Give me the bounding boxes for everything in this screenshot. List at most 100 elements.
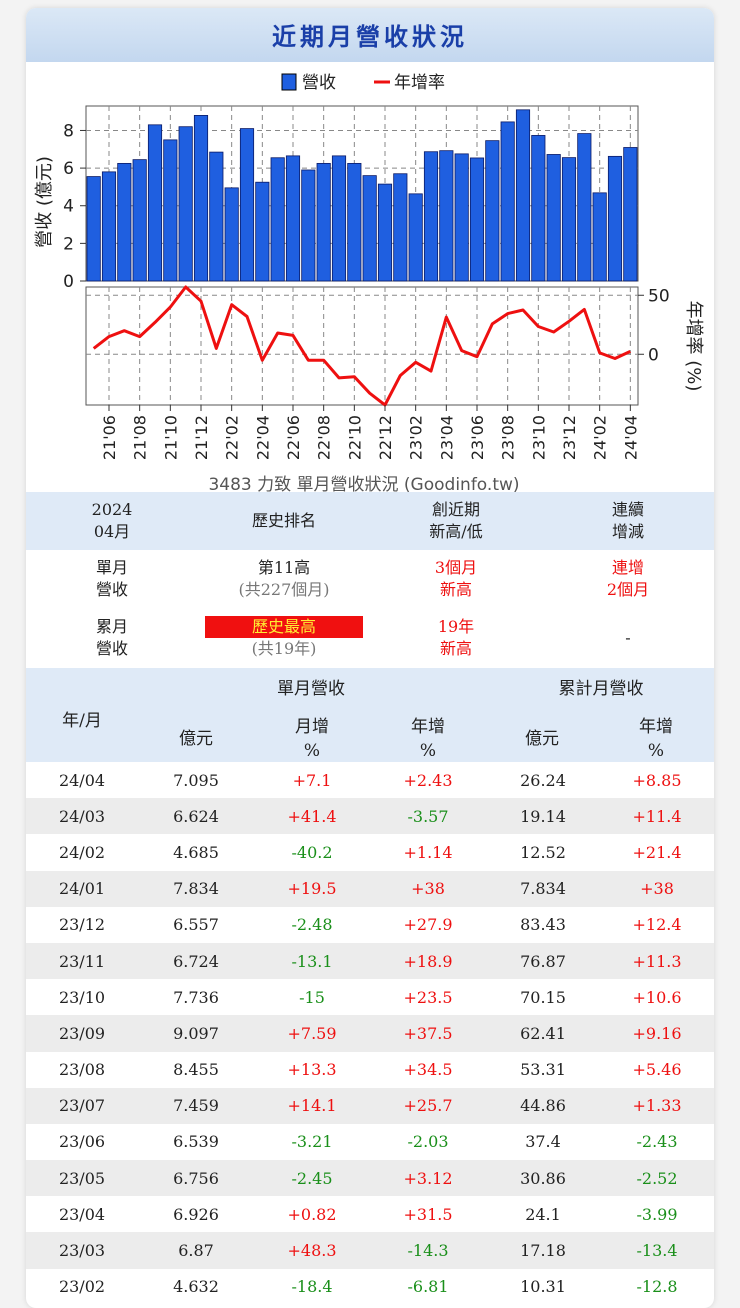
row-cum-yoy: -3.99: [636, 1204, 678, 1224]
row-month: 23/07: [58, 1096, 106, 1116]
summary-year: 2024: [91, 500, 133, 519]
revenue-bar: [592, 192, 607, 282]
section-title: 近期月營收狀況: [26, 8, 714, 62]
monthly-label-b: 營收: [95, 580, 128, 599]
row-revenue: 6.926: [173, 1204, 219, 1224]
monthly-label-a: 單月: [95, 558, 128, 577]
table-row: 23/04 6.926 +0.82 +31.5 24.1 -3.99: [26, 1196, 714, 1232]
revenue-bar: [439, 150, 454, 282]
revenue-bar: [347, 162, 362, 282]
row-yoy: +23.5: [403, 987, 453, 1007]
row-month: 23/06: [58, 1132, 106, 1152]
left-axis-title: 營收 (億元): [34, 156, 55, 248]
summary-streak-header-a: 連續: [611, 500, 644, 519]
col-yoy: 年增: [411, 717, 445, 737]
row-cum-yoy: +5.46: [632, 1060, 682, 1080]
monthly-streak-a: 連增: [611, 558, 644, 577]
row-month: 23/04: [58, 1204, 106, 1224]
revenue-bar: [423, 151, 439, 282]
monthly-recent-a: 3個月: [434, 558, 478, 577]
revenue-bar: [531, 135, 546, 282]
row-mom: -13.1: [291, 951, 333, 971]
revenue-chart: 營收 年增率 0 2 4 6 8 50 0 21'06 21'08 21'10 21'12 22'02…: [34, 73, 704, 492]
revenue-bar: [577, 133, 592, 282]
table-row: 24/02 4.685 -40.2 +1.14 12.52 +21.4: [26, 834, 714, 870]
revenue-bar: [393, 173, 408, 282]
row-mom: +41.4: [287, 806, 337, 826]
col-mom-pct: %: [303, 741, 321, 761]
revenue-bar: [408, 193, 423, 282]
row-month: 23/08: [58, 1060, 106, 1080]
row-cum-yoy: -13.4: [636, 1241, 678, 1261]
row-month: 24/01: [58, 879, 106, 899]
row-revenue: 6.539: [173, 1132, 219, 1152]
row-month: 23/10: [58, 987, 106, 1007]
row-cum-yoy: +11.3: [632, 951, 682, 971]
summary-rank-header: 歷史排名: [251, 511, 316, 530]
row-month: 24/04: [58, 770, 106, 790]
table-row: 23/06 6.539 -3.21 -2.03 37.4 -2.43: [26, 1124, 714, 1160]
col-cum-yoy: 年增: [639, 717, 673, 737]
x-tick-label: 22'06: [284, 415, 303, 460]
x-tick-label: 22'08: [315, 415, 334, 460]
row-yoy: -6.81: [407, 1277, 449, 1297]
revenue-bar: [224, 187, 239, 282]
x-tick-label: 23'06: [468, 415, 487, 460]
row-month: 23/09: [58, 1023, 106, 1043]
row-cum-revenue: 62.41: [520, 1023, 566, 1043]
revenue-bar: [500, 121, 515, 282]
row-month: 23/12: [58, 915, 106, 935]
row-yoy: +18.9: [403, 951, 453, 971]
summary-recent-header-a: 創近期: [431, 500, 480, 519]
x-tick-label: 23'10: [529, 415, 548, 460]
summary-row-monthly: 單月 營收 第11高 (共227個月) 3個月 新高 連增 2個月: [26, 550, 714, 608]
row-cum-revenue: 44.86: [520, 1096, 566, 1116]
row-cum-revenue: 24.1: [525, 1204, 561, 1224]
row-cum-yoy: -2.52: [636, 1168, 678, 1188]
cum-recent-b: 新高: [439, 639, 472, 658]
x-tick-label: 23'02: [407, 415, 426, 460]
row-month: 24/03: [58, 806, 106, 826]
row-cum-yoy: +1.33: [632, 1096, 682, 1116]
x-tick-label: 22'12: [376, 415, 395, 460]
table-row: 23/03 6.87 +48.3 -14.3 17.18 -13.4: [26, 1232, 714, 1269]
table-row: 24/04 7.095 +7.1 +2.43 26.24 +8.85: [26, 762, 714, 798]
revenue-bar: [469, 157, 485, 282]
x-tick-label: 24'02: [591, 415, 610, 460]
row-yoy: +38: [411, 879, 445, 899]
left-tick-label: 6: [63, 159, 74, 179]
row-revenue: 6.87: [178, 1241, 214, 1261]
row-yoy: +34.5: [403, 1060, 453, 1080]
right-axis-title: 年增率 (%): [683, 301, 704, 392]
row-yoy: +2.43: [403, 770, 453, 790]
row-mom: -2.48: [291, 915, 333, 935]
revenue-bar: [454, 153, 469, 282]
row-revenue: 7.459: [173, 1096, 219, 1116]
row-mom: -18.4: [291, 1277, 333, 1297]
x-tick-label: 21'06: [100, 415, 119, 460]
row-revenue: 4.632: [173, 1277, 219, 1297]
legend-revenue: 營收: [302, 73, 336, 93]
row-mom: +7.59: [287, 1023, 337, 1043]
x-tick-label: 23'08: [499, 415, 518, 460]
row-revenue: 7.095: [173, 770, 219, 790]
row-yoy: -3.57: [407, 806, 449, 826]
table-row: 23/07 7.459 +14.1 +25.7 44.86 +1.33: [26, 1087, 714, 1124]
row-yoy: +37.5: [403, 1023, 453, 1043]
cum-rank-sub: (共19年): [251, 639, 317, 658]
row-yoy: -2.03: [407, 1132, 449, 1152]
col-mom: 月增: [295, 717, 329, 737]
summary-streak-header-b: 增減: [611, 522, 644, 541]
summary-row-cumulative: 累月 營收 歷史最高 (共19年) 19年 新高 -: [26, 608, 714, 668]
legend-bar-swatch: [281, 73, 297, 91]
col-yoy-pct: %: [419, 741, 437, 761]
revenue-bar: [515, 109, 531, 282]
row-cum-revenue: 70.15: [520, 987, 566, 1007]
revenue-bar: [285, 155, 301, 282]
yoy-line: [92, 285, 631, 407]
revenue-bar: [193, 115, 209, 282]
row-cum-revenue: 10.31: [520, 1277, 566, 1297]
monthly-recent-b: 新高: [439, 580, 472, 599]
cum-label-a: 累月: [95, 617, 128, 636]
row-revenue: 6.724: [173, 951, 219, 971]
